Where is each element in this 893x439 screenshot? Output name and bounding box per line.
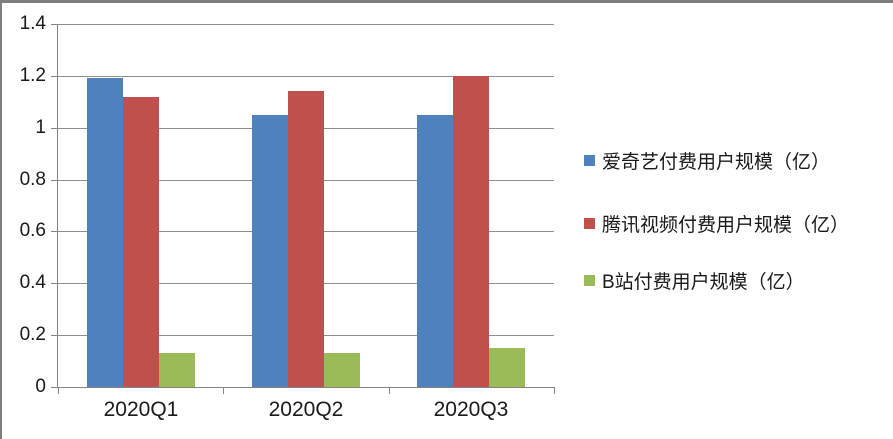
y-axis-tick <box>51 231 58 232</box>
y-axis-label: 1.2 <box>19 65 46 86</box>
bar-series1-2020Q2 <box>288 91 324 387</box>
y-axis-label: 0.2 <box>19 324 46 345</box>
bar-series0-2020Q2 <box>252 115 288 387</box>
x-axis-tick <box>223 387 224 394</box>
frame-left-border <box>0 0 2 439</box>
y-axis-label: 1 <box>35 117 46 138</box>
x-axis-tick <box>389 387 390 394</box>
y-axis-label: 0 <box>35 376 46 397</box>
legend-label: B站付费用户规模（亿） <box>602 271 805 293</box>
x-axis-line <box>57 387 554 388</box>
x-axis-label: 2020Q3 <box>433 398 509 421</box>
y-axis-tick <box>51 283 58 284</box>
bar-series2-2020Q3 <box>489 348 525 387</box>
legend-swatch-icon <box>584 154 595 166</box>
legend-label: 腾讯视频付费用户规模（亿） <box>602 214 850 236</box>
x-axis-tick <box>554 387 555 394</box>
bar-series0-2020Q3 <box>417 115 453 387</box>
legend-swatch-icon <box>584 274 595 286</box>
y-axis-tick <box>51 24 58 25</box>
x-axis-label: 2020Q1 <box>103 398 179 421</box>
x-axis-label: 2020Q2 <box>268 398 344 421</box>
bar-series2-2020Q2 <box>324 353 360 387</box>
y-axis-label: 0.6 <box>19 220 46 241</box>
y-axis-label: 0.4 <box>19 272 46 293</box>
y-axis-label: 1.4 <box>19 13 46 34</box>
bar-series1-2020Q3 <box>453 76 489 387</box>
bar-series0-2020Q1 <box>87 78 123 387</box>
bar-series2-2020Q1 <box>159 353 195 387</box>
frame-top-border <box>0 0 893 3</box>
legend-swatch-icon <box>584 217 595 229</box>
y-gridline <box>58 24 554 25</box>
legend-label: 爱奇艺付费用户规模（亿） <box>602 151 831 173</box>
bar-series1-2020Q1 <box>123 97 159 387</box>
y-axis-tick <box>51 128 58 129</box>
legend-item: 腾讯视频付费用户规模（亿） <box>584 212 850 236</box>
y-axis-line <box>57 24 58 388</box>
y-axis-tick <box>51 335 58 336</box>
y-axis-tick <box>51 76 58 77</box>
legend-item: 爱奇艺付费用户规模（亿） <box>584 149 831 173</box>
y-axis-tick <box>51 387 58 388</box>
x-axis-tick <box>58 387 59 394</box>
y-axis-label: 0.8 <box>19 169 46 190</box>
y-gridline <box>58 76 554 77</box>
y-axis-tick <box>51 180 58 181</box>
legend-item: B站付费用户规模（亿） <box>584 269 805 293</box>
